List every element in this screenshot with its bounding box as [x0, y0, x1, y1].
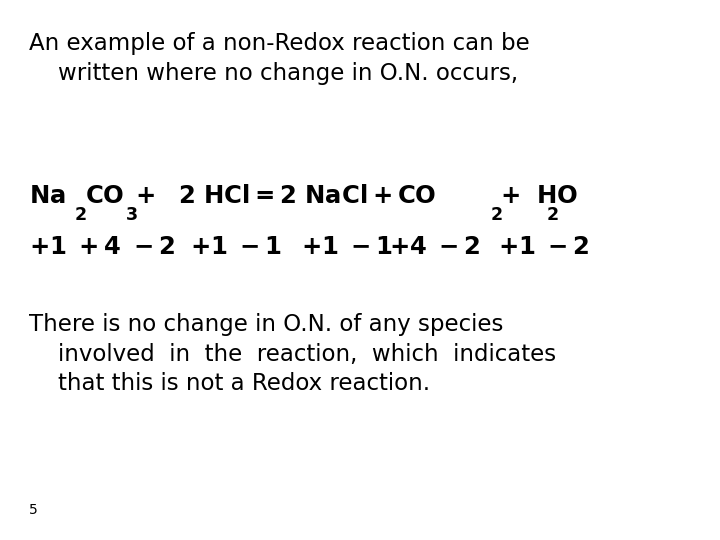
Text: involved  in  the  reaction,  which  indicates: involved in the reaction, which indicate…: [58, 343, 556, 366]
Text: written where no change in O.N. occurs,: written where no change in O.N. occurs,: [58, 62, 518, 85]
Text: $\mathbf{2}$: $\mathbf{2}$: [546, 206, 559, 224]
Text: $\mathbf{2}$: $\mathbf{2}$: [490, 206, 503, 224]
Text: $\mathbf{CO}$: $\mathbf{CO}$: [85, 184, 125, 207]
Text: 5: 5: [29, 503, 37, 517]
Text: $\mathbf{3}$: $\mathbf{3}$: [125, 206, 138, 224]
Text: $\mathbf{Na}$: $\mathbf{Na}$: [29, 184, 66, 207]
Text: $\mathbf{2}$: $\mathbf{2}$: [74, 206, 87, 224]
Text: An example of a non-Redox reaction can be: An example of a non-Redox reaction can b…: [29, 32, 529, 56]
Text: $\mathbf{+1\ -1}$: $\mathbf{+1\ -1}$: [190, 235, 282, 259]
Text: $\mathbf{+\ \ H}$: $\mathbf{+\ \ H}$: [500, 184, 556, 207]
Text: $\mathbf{O}$: $\mathbf{O}$: [556, 184, 577, 207]
Text: There is no change in O.N. of any species: There is no change in O.N. of any specie…: [29, 313, 503, 336]
Text: $\mathbf{+1\ -2}$: $\mathbf{+1\ -2}$: [498, 235, 590, 259]
Text: that this is not a Redox reaction.: that this is not a Redox reaction.: [58, 372, 430, 395]
Text: $\mathbf{+4\ -2}$: $\mathbf{+4\ -2}$: [389, 235, 480, 259]
Text: $\mathbf{+1\ +4\ -2}$: $\mathbf{+1\ +4\ -2}$: [29, 235, 175, 259]
Text: $\mathbf{+1\ -1}$: $\mathbf{+1\ -1}$: [301, 235, 393, 259]
Text: $\mathbf{+\ \ \ 2\ HCl = 2\ NaCl + CO}$: $\mathbf{+\ \ \ 2\ HCl = 2\ NaCl + CO}$: [135, 184, 437, 207]
